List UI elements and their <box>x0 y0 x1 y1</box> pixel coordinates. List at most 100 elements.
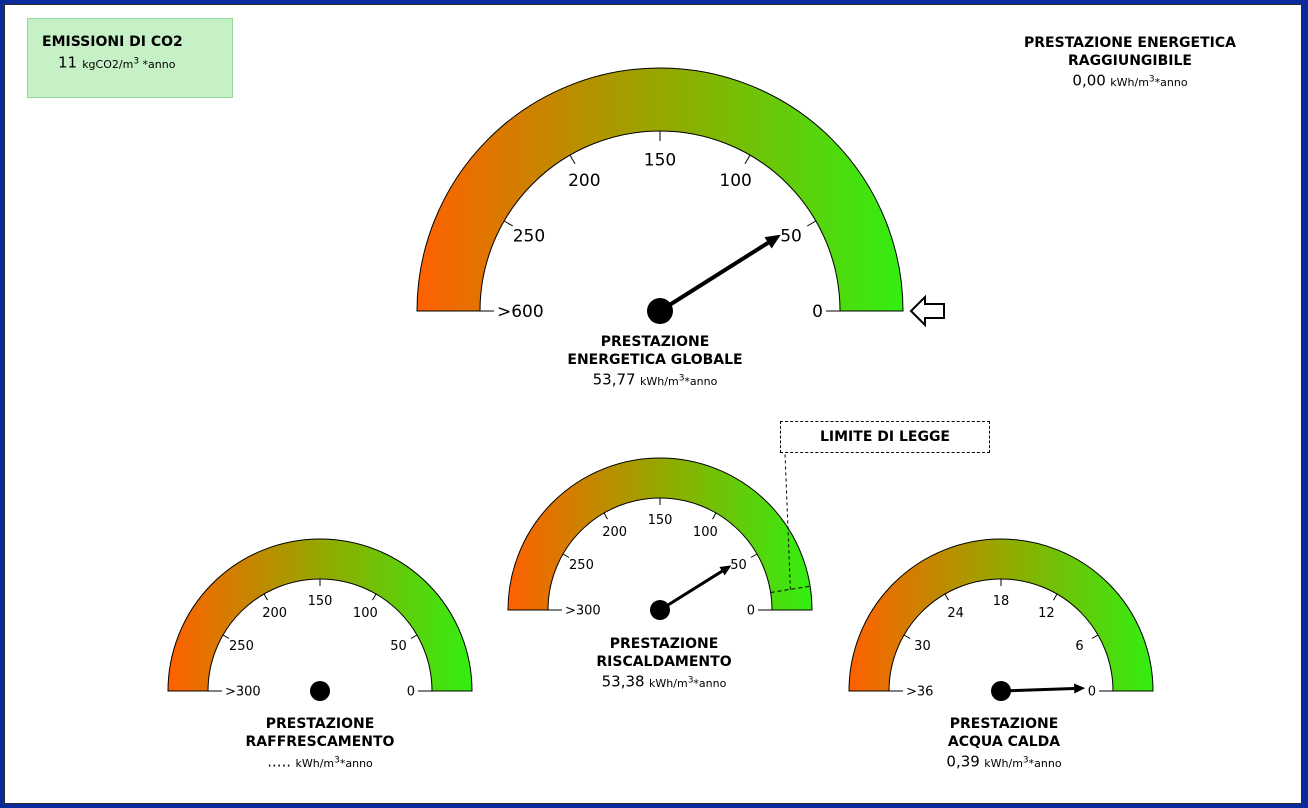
achievable-unit-suffix: *anno <box>1154 75 1188 89</box>
globale-unit-exp: 3 <box>678 373 685 383</box>
co2-value-line: 11 kgCO2/m3 *anno <box>42 52 232 74</box>
achievable-unit-exp: 3 <box>1148 74 1155 84</box>
gauge-tick-label-riscaldamento: 200 <box>602 525 627 540</box>
gauge-tick-label-globale: 250 <box>513 226 545 246</box>
gauge-tick-label-riscaldamento: 150 <box>648 513 673 528</box>
acqua-calda-title-line2: ACQUA CALDA <box>947 734 1061 750</box>
acqua-calda-value: 0,39 <box>946 752 980 771</box>
legal-limit-callout: LIMITE DI LEGGE <box>780 421 990 453</box>
acqua-calda-unit-base: kWh/m <box>984 756 1023 770</box>
co2-unit: kgCO2/m3 *anno <box>82 56 176 71</box>
gauge-tick-label-raffrescamento: 200 <box>262 606 287 621</box>
co2-emissions-box: EMISSIONI DI CO2 11 kgCO2/m3 *anno <box>27 18 233 98</box>
riscaldamento-unit-suffix: *anno <box>693 676 727 690</box>
raffrescamento-label: PRESTAZIONE RAFFRESCAMENTO ..... kWh/m3*… <box>155 715 485 773</box>
achievable-unit-base: kWh/m <box>1110 75 1149 89</box>
class-pointer-arrow-icon <box>909 294 945 328</box>
globale-unit-base: kWh/m <box>640 374 679 388</box>
gauge-tick-label-acqua_calda: 12 <box>1038 606 1055 621</box>
gauge-needle-head-acqua_calda <box>1073 683 1086 694</box>
acqua-calda-value-line: 0,39 kWh/m3*anno <box>839 751 1169 773</box>
raffrescamento-value: ..... <box>267 752 292 771</box>
gauge-tick-label-acqua_calda: >36 <box>906 685 933 700</box>
gauge-needle-head-riscaldamento <box>719 565 732 576</box>
gauge-acqua_calda: 0 6 12 18 24 30 >36 <box>848 538 1154 701</box>
gauge-tick-riscaldamento <box>562 553 570 558</box>
achievable-value: 0,00 <box>1072 71 1106 90</box>
gauge-tick-label-acqua_calda: 0 <box>1088 685 1096 700</box>
gauge-needle-riscaldamento <box>659 569 723 612</box>
gauge-tick-label-globale: 0 <box>812 302 823 322</box>
co2-unit-suffix: *anno <box>142 57 176 71</box>
gauge-tick-globale <box>503 220 514 227</box>
gauge-tick-label-raffrescamento: 150 <box>308 594 333 609</box>
gauge-hub-globale <box>647 298 673 324</box>
riscaldamento-value: 53,38 <box>601 672 645 691</box>
riscaldamento-title-line2: RISCALDAMENTO <box>596 654 732 670</box>
riscaldamento-unit-exp: 3 <box>687 675 694 685</box>
gauge-tick-riscaldamento <box>712 512 717 520</box>
gauge-tick-acqua_calda <box>1091 634 1099 639</box>
gauge-tick-label-raffrescamento: 0 <box>407 685 415 700</box>
achievable-unit: kWh/m3*anno <box>1110 74 1188 89</box>
co2-title: EMISSIONI DI CO2 <box>42 34 183 50</box>
certificate-panel: 0 50 100 150 200 250 >600 0 50 100 150 200 250 >300 0 5… <box>4 4 1302 804</box>
globale-value-line: 53,77 kWh/m3*anno <box>485 369 825 391</box>
riscaldamento-unit: kWh/m3*anno <box>649 675 727 690</box>
globale-label: PRESTAZIONE ENERGETICA GLOBALE 53,77 kWh… <box>485 333 825 391</box>
achievable-performance: PRESTAZIONE ENERGETICA RAGGIUNGIBILE 0,0… <box>965 34 1295 92</box>
acqua-calda-unit-suffix: *anno <box>1028 756 1062 770</box>
gauges-canvas: 0 50 100 150 200 250 >600 0 50 100 150 200 250 >300 0 5… <box>167 67 1154 701</box>
gauge-tick-raffrescamento <box>372 593 377 601</box>
acqua-calda-unit-exp: 3 <box>1022 755 1029 765</box>
gauge-tick-label-riscaldamento: 50 <box>730 558 747 573</box>
gauge-tick-acqua_calda <box>1053 593 1058 601</box>
gauge-tick-label-acqua_calda: 30 <box>914 639 931 654</box>
gauge-tick-label-globale: 150 <box>644 151 676 171</box>
gauge-tick-label-riscaldamento: >300 <box>565 604 601 619</box>
gauge-tick-riscaldamento <box>603 512 608 520</box>
riscaldamento-title-line1: PRESTAZIONE <box>609 636 719 652</box>
gauge-tick-globale <box>806 220 817 227</box>
raffrescamento-title-line2: RAFFRESCAMENTO <box>245 734 395 750</box>
raffrescamento-unit-suffix: *anno <box>339 756 373 770</box>
gauge-tick-raffrescamento <box>263 593 268 601</box>
globale-unit: kWh/m3*anno <box>640 373 718 388</box>
raffrescamento-unit: kWh/m3*anno <box>296 755 373 770</box>
acqua-calda-unit: kWh/m3*anno <box>984 755 1062 770</box>
gauge-tick-raffrescamento <box>410 634 418 639</box>
gauge-tick-label-riscaldamento: 250 <box>569 558 594 573</box>
gauge-band-acqua_calda <box>848 538 1154 692</box>
riscaldamento-unit-base: kWh/m <box>649 676 688 690</box>
gauge-band-globale <box>416 67 904 312</box>
gauge-tick-label-raffrescamento: 100 <box>353 606 378 621</box>
gauge-tick-globale <box>744 154 751 165</box>
legal-limit-leader <box>784 452 791 590</box>
gauge-tick-label-riscaldamento: 0 <box>747 604 755 619</box>
acqua-calda-label: PRESTAZIONE ACQUA CALDA 0,39 kWh/m3*anno <box>839 715 1169 773</box>
achievable-value-line: 0,00 kWh/m3*anno <box>965 70 1295 92</box>
gauge-tick-label-acqua_calda: 24 <box>947 606 964 621</box>
riscaldamento-value-line: 53,38 kWh/m3*anno <box>499 671 829 693</box>
achievable-title-line1: PRESTAZIONE ENERGETICA <box>1024 35 1236 51</box>
gauge-tick-label-globale: 100 <box>719 171 751 191</box>
gauge-tick-label-globale: 200 <box>568 171 600 191</box>
gauge-riscaldamento: 0 50 100 150 200 250 >300 <box>507 452 813 620</box>
gauge-needle-head-globale <box>764 234 781 249</box>
globale-value: 53,77 <box>592 370 636 389</box>
gauge-tick-label-globale: 50 <box>780 226 802 246</box>
gauge-band-raffrescamento <box>167 538 473 692</box>
gauge-band-riscaldamento <box>507 457 813 611</box>
gauge-tick-label-acqua_calda: 6 <box>1075 639 1083 654</box>
globale-title-line1: PRESTAZIONE <box>600 334 710 350</box>
gauge-tick-acqua_calda <box>944 593 949 601</box>
raffrescamento-title-line1: PRESTAZIONE <box>265 716 375 732</box>
gauge-tick-label-raffrescamento: 250 <box>229 639 254 654</box>
acqua-calda-title-line1: PRESTAZIONE <box>949 716 1059 732</box>
co2-unit-base: kgCO2/m <box>82 57 134 71</box>
globale-unit-suffix: *anno <box>684 374 718 388</box>
co2-value: 11 <box>58 53 78 72</box>
co2-unit-exp: 3 <box>133 56 140 66</box>
gauge-tick-riscaldamento <box>750 553 758 558</box>
gauge-tick-label-raffrescamento: >300 <box>225 685 261 700</box>
